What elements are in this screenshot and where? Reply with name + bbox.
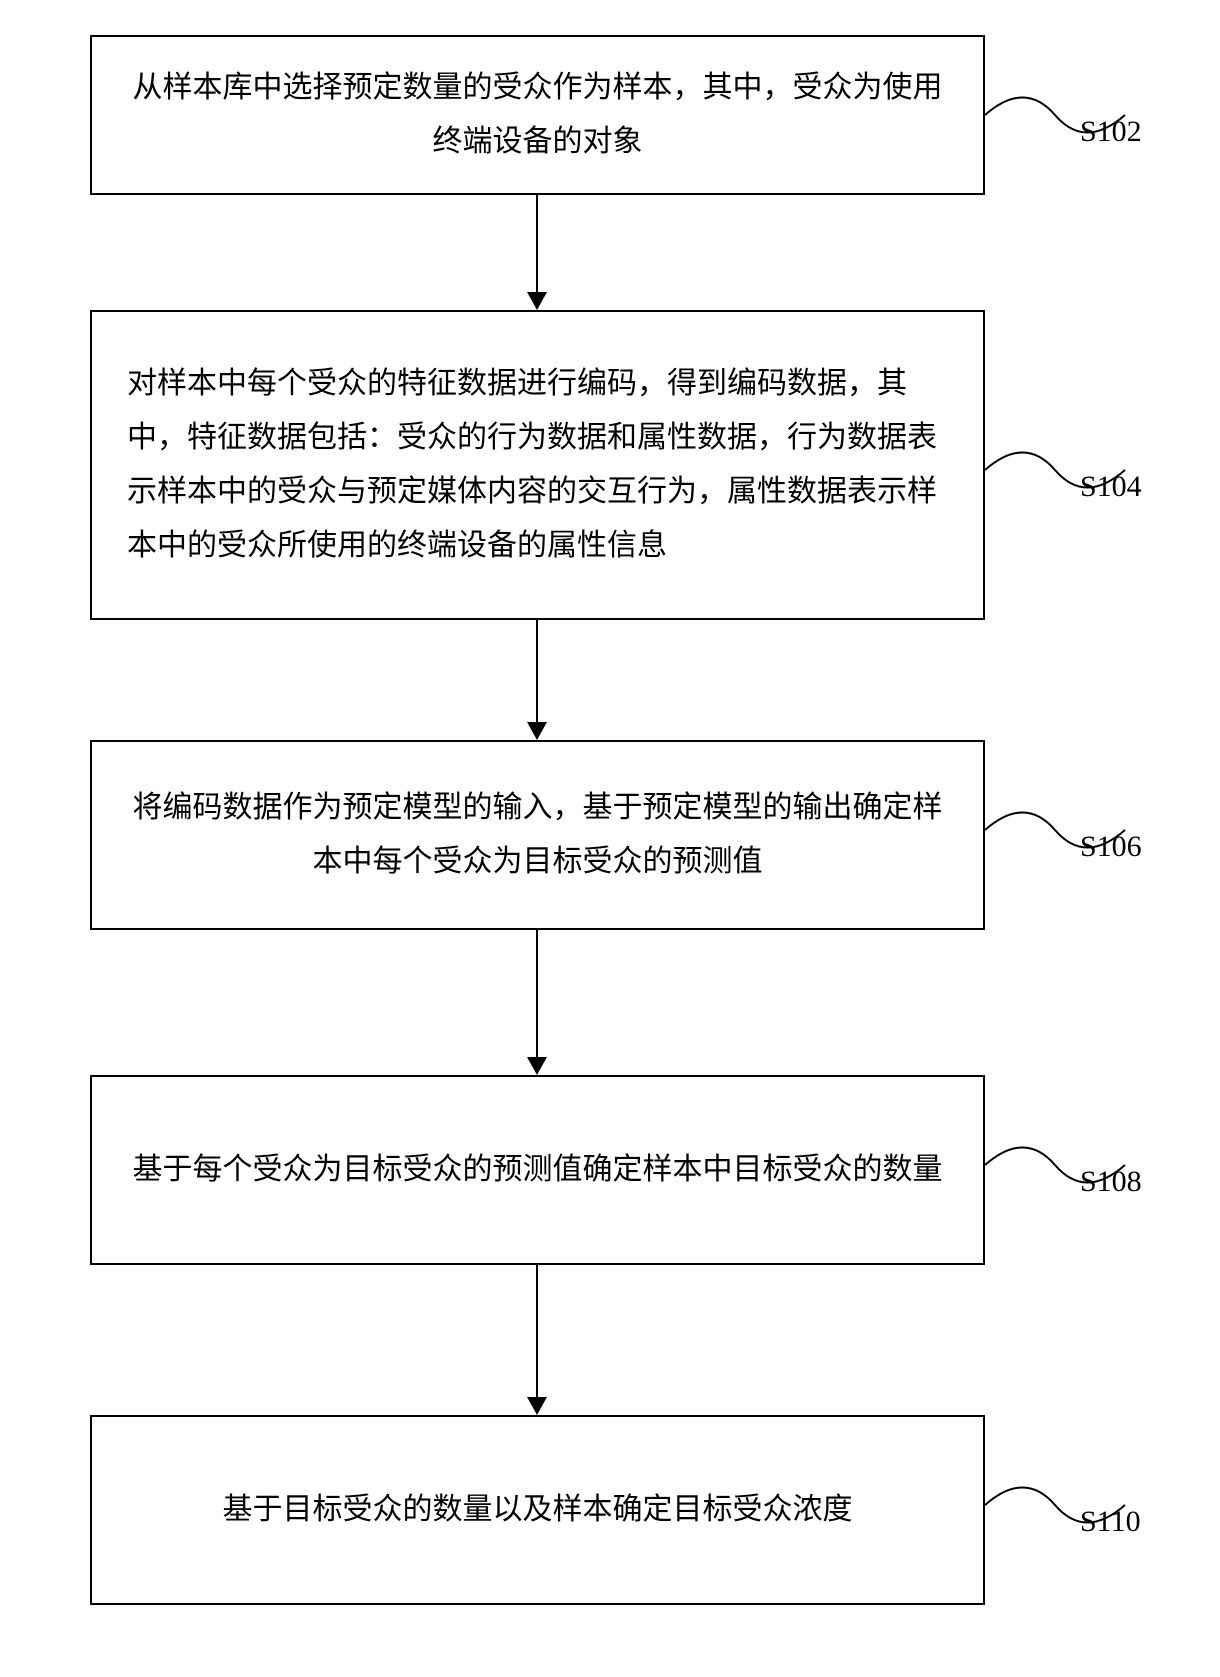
connector-s110 [90, 1465, 1150, 1545]
step-label-s106: S106 [1080, 830, 1142, 864]
flow-arrow [536, 930, 538, 1073]
connector-s108 [90, 1125, 1150, 1205]
flow-arrow [536, 195, 538, 308]
connector-s106 [90, 790, 1150, 870]
flowchart-container: 从样本库中选择预定数量的受众作为样本，其中，受众为使用终端设备的对象 S102 … [0, 0, 1220, 1677]
connector-s102 [90, 75, 1150, 155]
flow-arrow [536, 1265, 538, 1413]
step-label-s102: S102 [1080, 115, 1142, 149]
flow-arrow [536, 620, 538, 738]
step-label-s110: S110 [1080, 1505, 1141, 1539]
step-label-s104: S104 [1080, 470, 1142, 504]
step-label-s108: S108 [1080, 1165, 1142, 1199]
connector-s104 [90, 430, 1150, 510]
